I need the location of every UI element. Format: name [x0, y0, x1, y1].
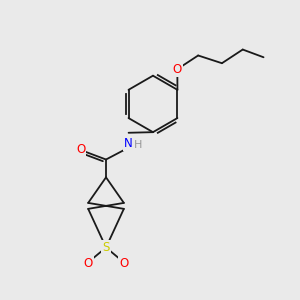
Text: N: N [124, 137, 133, 150]
Text: O: O [84, 257, 93, 270]
Text: O: O [119, 257, 128, 270]
Text: O: O [173, 63, 182, 76]
Text: S: S [102, 241, 110, 254]
Text: O: O [76, 142, 86, 156]
Text: H: H [134, 140, 142, 150]
